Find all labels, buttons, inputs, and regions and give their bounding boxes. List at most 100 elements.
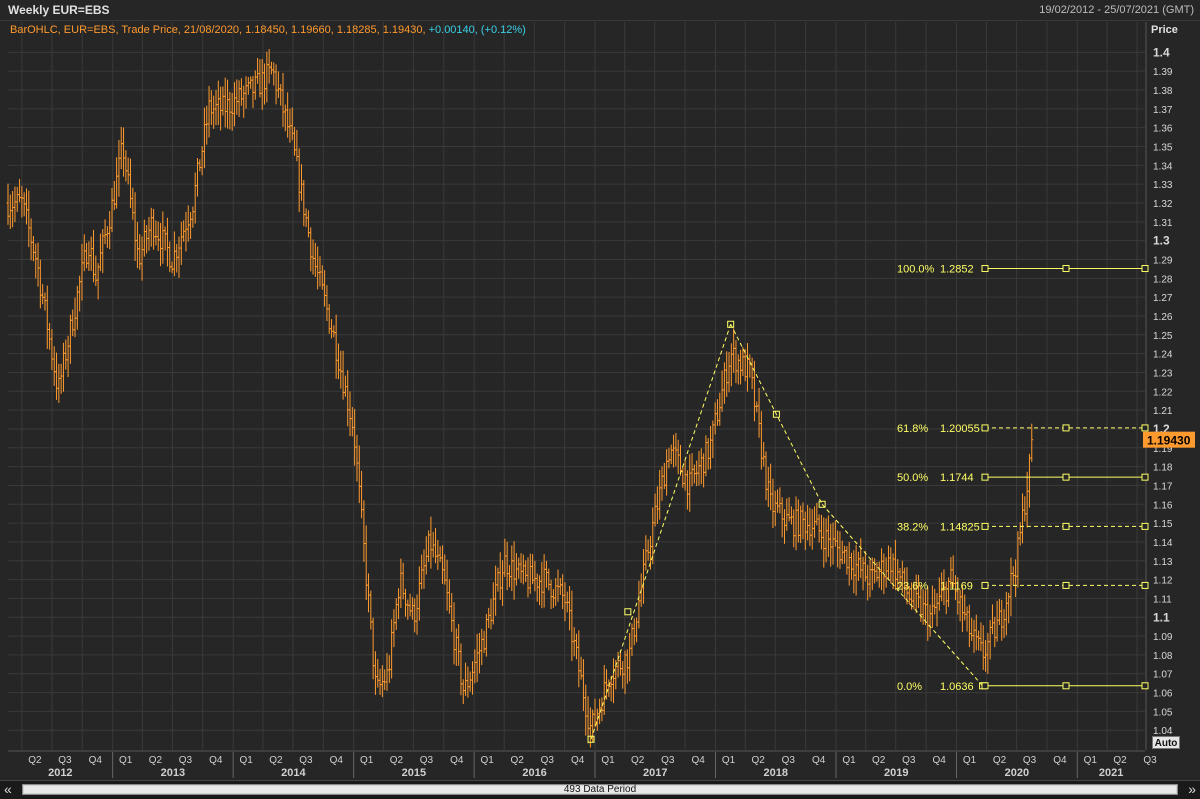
fib-swing-line bbox=[590, 324, 732, 740]
y-tick-label: 1.17 bbox=[1153, 481, 1173, 492]
y-tick-label: 1.07 bbox=[1153, 670, 1173, 681]
x-tick-label: Q4 bbox=[330, 755, 344, 766]
fib-level-value: 1.14825 bbox=[940, 521, 980, 533]
x-tick-label: Q1 bbox=[1084, 755, 1098, 766]
y-tick-label: 1.3 bbox=[1153, 234, 1170, 248]
y-tick-label: 1.11 bbox=[1153, 594, 1172, 605]
y-tick-label: 1.09 bbox=[1153, 632, 1173, 643]
x-year-label: 2020 bbox=[1005, 767, 1029, 779]
x-tick-label: Q2 bbox=[390, 755, 404, 766]
y-tick-label: 1.04 bbox=[1153, 726, 1173, 737]
y-tick-label: 1.25 bbox=[1153, 331, 1173, 342]
scrollbar-thumb[interactable] bbox=[24, 786, 1176, 793]
fib-level-handle bbox=[1141, 682, 1149, 690]
fib-level-percent: 0.0% bbox=[897, 681, 922, 693]
y-tick-label: 1.4 bbox=[1153, 45, 1170, 59]
x-tick-label: Q1 bbox=[963, 755, 977, 766]
fib-level-handle bbox=[1062, 682, 1070, 690]
y-tick-label: 1.19 bbox=[1153, 444, 1173, 455]
x-tick-label: Q3 bbox=[661, 755, 675, 766]
fib-level-handle bbox=[1141, 473, 1149, 481]
x-tick-label: Q2 bbox=[149, 755, 163, 766]
fib-level-handle bbox=[1141, 265, 1149, 273]
scrollbar[interactable]: 493 Data Period bbox=[22, 784, 1178, 795]
price-chart[interactable]: Q2 Q3 Q4 Q1 Q2 Q3 Q4 Q1 Q2 Q3 Q4 Q1 Q2 Q3 Q4 Q1 Q2 Q3 Q4 Q1… bbox=[0, 0, 1200, 780]
x-tick-label: Q1 bbox=[360, 755, 374, 766]
x-tick-label: Q3 bbox=[782, 755, 796, 766]
x-tick-label: Q2 bbox=[872, 755, 886, 766]
x-tick-label: Q3 bbox=[179, 755, 193, 766]
fib-level-handle bbox=[1062, 424, 1070, 432]
fib-level-handle bbox=[981, 581, 989, 589]
fib-level-percent: 100.0% bbox=[897, 264, 935, 276]
fib-level-handle bbox=[1141, 581, 1149, 589]
x-tick-label: Q2 bbox=[269, 755, 283, 766]
y-tick-label: 1.18 bbox=[1153, 463, 1173, 474]
x-tick-label: Q1 bbox=[722, 755, 736, 766]
fib-level-handle bbox=[1141, 522, 1149, 530]
last-price-tag bbox=[1143, 431, 1195, 448]
plot-area bbox=[8, 22, 1145, 750]
y-tick-label: 1.34 bbox=[1153, 161, 1173, 172]
x-tick-label: Q2 bbox=[631, 755, 645, 766]
fib-level-percent: 50.0% bbox=[897, 472, 928, 484]
fib-swing-handle bbox=[624, 608, 632, 616]
x-tick-label: Q2 bbox=[28, 755, 42, 766]
y-tick-label: 1.24 bbox=[1153, 350, 1173, 361]
auto-scale-button[interactable]: Auto bbox=[1152, 736, 1180, 749]
y-tick-label: 1.39 bbox=[1153, 67, 1173, 78]
x-tick-label: Q3 bbox=[58, 755, 72, 766]
y-tick-label: 1.1 bbox=[1153, 610, 1170, 624]
y-tick-label: 1.36 bbox=[1153, 124, 1173, 135]
y-tick-label: 1.21 bbox=[1153, 406, 1173, 417]
x-tick-label: Q3 bbox=[902, 755, 916, 766]
chart-title: Weekly EUR=EBS bbox=[8, 3, 110, 17]
last-price-label: 1.19430 bbox=[1147, 434, 1191, 448]
x-tick-label: Q2 bbox=[1113, 755, 1127, 766]
fib-level-handle bbox=[981, 522, 989, 530]
y-tick-label: 1.28 bbox=[1153, 274, 1173, 285]
scroll-left-icon[interactable]: « bbox=[4, 781, 12, 797]
y-tick-label: 1.33 bbox=[1153, 180, 1173, 191]
y-tick-label: 1.06 bbox=[1153, 689, 1173, 700]
x-tick-label: Q4 bbox=[209, 755, 223, 766]
x-tick-label: Q3 bbox=[299, 755, 313, 766]
x-tick-label: Q3 bbox=[1143, 755, 1157, 766]
y-tick-label: 1.05 bbox=[1153, 707, 1173, 718]
y-tick-label: 1.08 bbox=[1153, 651, 1173, 662]
fib-level-value: 1.0636 bbox=[940, 681, 974, 693]
x-tick-label: Q2 bbox=[752, 755, 766, 766]
x-tick-label: Q4 bbox=[812, 755, 826, 766]
x-tick-label: Q1 bbox=[601, 755, 615, 766]
date-range: 19/02/2012 - 25/07/2021 (GMT) bbox=[1039, 4, 1194, 16]
y-tick-label: 1.13 bbox=[1153, 557, 1173, 568]
scroll-right-icon[interactable]: » bbox=[1188, 781, 1196, 797]
fib-anchor-handle bbox=[587, 735, 595, 743]
fib-level-handle bbox=[981, 424, 989, 432]
fib-level-handle bbox=[981, 682, 989, 690]
x-tick-label: Q4 bbox=[932, 755, 946, 766]
y-tick-label: 1.15 bbox=[1153, 519, 1173, 530]
y-tick-label: 1.16 bbox=[1153, 500, 1173, 511]
x-tick-label: Q2 bbox=[993, 755, 1007, 766]
fib-level-handle bbox=[981, 265, 989, 273]
fib-level-percent: 23.6% bbox=[897, 580, 928, 592]
fib-level-value: 1.20055 bbox=[940, 423, 980, 435]
y-tick-label: 1.22 bbox=[1153, 387, 1173, 398]
fib-level-percent: 61.8% bbox=[897, 423, 928, 435]
fib-level-handle bbox=[1062, 522, 1070, 530]
y-tick-label: 1.27 bbox=[1153, 293, 1173, 304]
fib-level-value: 1.1744 bbox=[940, 472, 974, 484]
legend-change: +0.00140, (+0.12%) bbox=[428, 24, 526, 36]
y-tick-label: 1.32 bbox=[1153, 199, 1173, 210]
title-bar: Weekly EUR=EBS 19/02/2012 - 25/07/2021 (… bbox=[0, 0, 1200, 21]
fib-anchor-handle bbox=[727, 320, 735, 328]
x-tick-label: Q4 bbox=[1053, 755, 1067, 766]
x-tick-label: Q4 bbox=[571, 755, 585, 766]
x-tick-label: Q1 bbox=[842, 755, 856, 766]
y-tick-label: 1.12 bbox=[1153, 576, 1173, 587]
x-tick-label: Q1 bbox=[119, 755, 133, 766]
y-tick-label: 1.38 bbox=[1153, 86, 1173, 97]
y-tick-label: 1.26 bbox=[1153, 312, 1173, 323]
y-axis-title: Price bbox=[1151, 24, 1178, 36]
